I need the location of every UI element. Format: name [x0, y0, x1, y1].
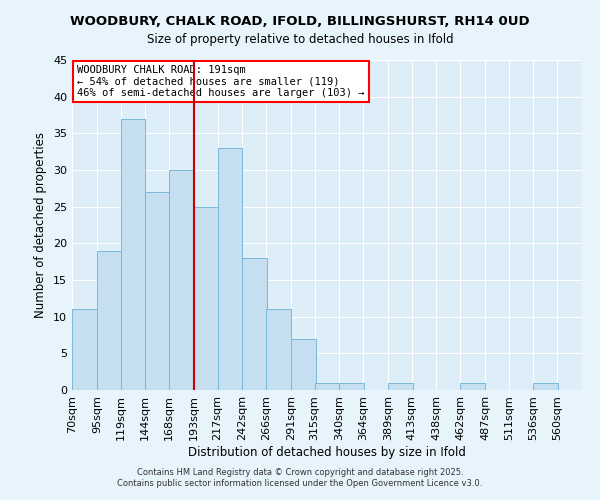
Text: WOODBURY CHALK ROAD: 191sqm
← 54% of detached houses are smaller (119)
46% of se: WOODBURY CHALK ROAD: 191sqm ← 54% of det…	[77, 65, 365, 98]
Text: WOODBURY, CHALK ROAD, IFOLD, BILLINGSHURST, RH14 0UD: WOODBURY, CHALK ROAD, IFOLD, BILLINGSHUR…	[70, 15, 530, 28]
Bar	[242, 258, 267, 390]
Bar	[194, 206, 218, 390]
Bar	[121, 118, 145, 390]
X-axis label: Distribution of detached houses by size in Ifold: Distribution of detached houses by size …	[188, 446, 466, 458]
Bar	[314, 382, 340, 390]
Y-axis label: Number of detached properties: Number of detached properties	[34, 132, 47, 318]
Bar	[460, 382, 485, 390]
Bar	[169, 170, 194, 390]
Bar	[340, 382, 364, 390]
Bar	[291, 338, 316, 390]
Bar	[388, 382, 413, 390]
Bar	[72, 310, 97, 390]
Text: Size of property relative to detached houses in Ifold: Size of property relative to detached ho…	[146, 32, 454, 46]
Bar	[145, 192, 170, 390]
Bar	[533, 382, 558, 390]
Bar	[97, 250, 122, 390]
Text: Contains HM Land Registry data © Crown copyright and database right 2025.
Contai: Contains HM Land Registry data © Crown c…	[118, 468, 482, 487]
Bar	[218, 148, 242, 390]
Bar	[266, 310, 291, 390]
